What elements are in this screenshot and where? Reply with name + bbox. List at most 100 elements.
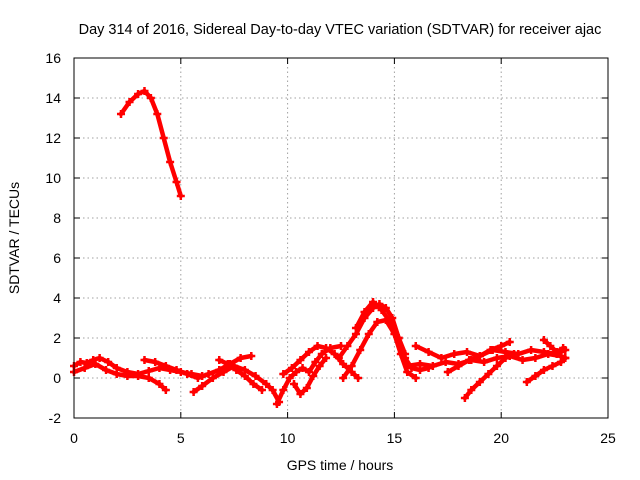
y-tick-label: 4 [53,290,61,306]
data-point [510,350,519,358]
data-point [146,94,155,102]
series-line-s18 [541,337,566,355]
x-tick-label: 20 [493,430,509,446]
data-point [140,356,149,364]
data-point [204,370,213,378]
data-point [144,374,153,382]
x-tick-label: 5 [177,430,185,446]
data-point [251,372,260,380]
data-series [70,87,570,408]
data-point [236,354,245,362]
data-point [381,304,390,312]
data-point [539,366,548,374]
data-point [546,342,555,350]
data-point [309,372,318,380]
data-point [356,346,365,354]
data-point [527,346,536,354]
data-point [411,374,420,382]
data-point [561,354,570,362]
y-tick-label: 2 [53,330,61,346]
data-point [304,348,313,356]
data-point [424,348,433,356]
data-point [480,358,489,366]
series-line-s1 [118,88,184,199]
x-tick-label: 15 [387,430,403,446]
y-tick-label: 8 [53,210,61,226]
data-point [290,380,299,388]
data-point [302,384,311,392]
data-point [262,380,271,388]
data-point [339,360,348,368]
series-line-s8 [281,343,361,381]
data-point [475,352,484,360]
series-line-s3 [71,361,169,393]
data-point [373,318,382,326]
data-point [501,354,510,362]
x-tick-label: 10 [280,430,296,446]
data-point [183,370,192,378]
data-point [315,362,324,370]
data-point [401,350,410,358]
data-point [559,344,568,352]
data-point [296,356,305,364]
data-point [298,364,307,372]
data-point [386,318,395,326]
data-point [343,342,352,350]
data-point [257,386,266,394]
x-tick-label: 25 [600,430,616,446]
data-point [193,374,202,382]
data-point [484,370,493,378]
data-point [557,358,566,366]
data-point [176,192,185,200]
data-point [330,350,339,358]
data-point [437,354,446,362]
data-point [460,394,469,402]
data-point [296,390,305,398]
data-point [428,362,437,370]
data-point [172,366,181,374]
data-point [518,356,527,364]
data-point [102,366,111,374]
data-point [354,374,363,382]
data-point [360,308,369,316]
data-point [465,356,474,364]
data-point [125,98,134,106]
data-point [198,382,207,390]
y-tick-label: 10 [45,170,61,186]
data-point [443,368,452,376]
data-point [161,386,170,394]
data-point [492,354,501,362]
x-tick-label: 0 [70,430,78,446]
data-point [369,298,378,306]
data-point [394,334,403,342]
data-point [287,364,296,372]
data-point [272,400,281,408]
data-point [454,362,463,370]
data-point [322,354,331,362]
data-point [416,360,425,368]
chart-title: Day 314 of 2016, Sidereal Day-to-day VTE… [79,22,602,38]
data-point [334,354,343,362]
data-point [219,368,228,376]
data-point [223,360,232,368]
data-point [172,178,181,186]
data-point [463,348,472,356]
data-point [486,346,495,354]
data-point [304,368,313,376]
data-point [311,358,320,366]
data-point [279,370,288,378]
data-point [467,386,476,394]
plot-frame [73,57,609,419]
data-point [116,110,125,118]
data-point [505,338,514,346]
data-point [322,344,331,352]
data-point [208,374,217,382]
data-point [450,350,459,358]
data-point [189,388,198,396]
data-point [155,380,164,388]
data-point [112,370,121,378]
y-tick-label: 6 [53,250,61,266]
data-point [153,110,162,118]
